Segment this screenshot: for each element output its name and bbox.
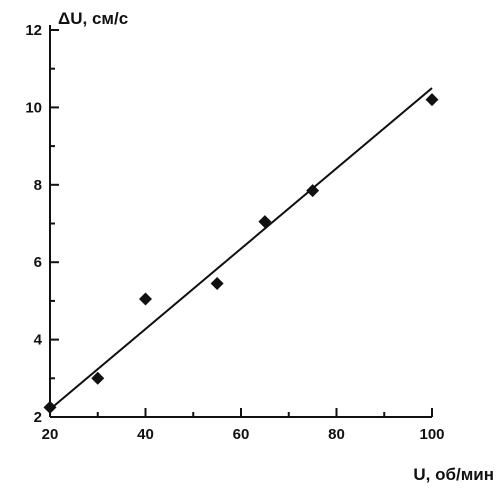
y-axis-title: ΔU, см/с (58, 9, 128, 28)
data-point (91, 371, 105, 385)
y-tick-label: 8 (34, 177, 42, 194)
data-point (306, 184, 320, 198)
y-tick-label: 2 (34, 409, 42, 426)
y-tick-label: 12 (25, 22, 42, 39)
x-tick-label: 40 (137, 426, 154, 443)
data-point (425, 93, 439, 107)
y-tick-label: 6 (34, 254, 42, 271)
x-tick-label: 20 (42, 426, 59, 443)
x-tick-label: 100 (419, 426, 444, 443)
x-tick-label: 80 (328, 426, 345, 443)
y-tick-label: 4 (34, 332, 43, 349)
data-point (210, 276, 224, 290)
fit-line-group (49, 87, 433, 411)
ticks: 2 4 6 8 10 12 20 40 60 80 100 (25, 22, 444, 443)
x-axis-title: U, об/мин (413, 465, 494, 484)
data-point (43, 400, 57, 414)
axes (49, 25, 432, 418)
y-tick-label: 10 (25, 99, 42, 116)
data-point (139, 292, 152, 306)
data-points (43, 93, 439, 414)
x-tick-label: 60 (233, 426, 250, 443)
fit-line (49, 87, 433, 411)
data-point (258, 215, 272, 229)
